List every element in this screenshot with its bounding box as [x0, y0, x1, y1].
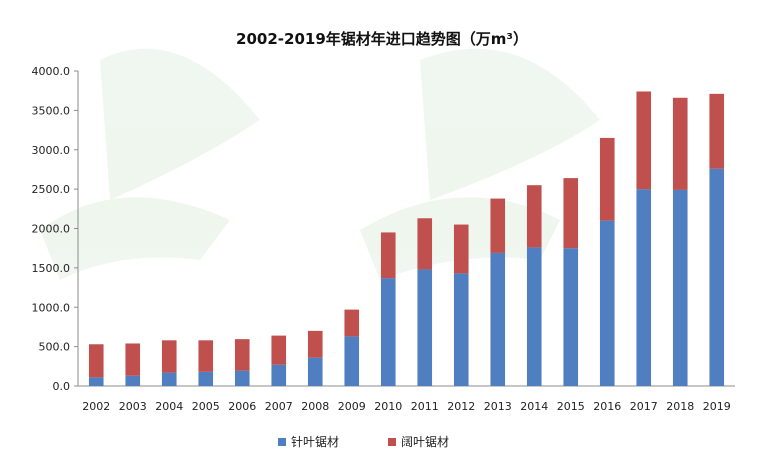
- x-tick-label: 2003: [119, 400, 147, 413]
- x-tick-label: 2014: [520, 400, 548, 413]
- y-tick-label: 4000.0: [32, 65, 71, 78]
- legend-label: 阔叶锯材: [401, 434, 449, 449]
- x-tick-label: 2009: [338, 400, 366, 413]
- bar-broadleaf-2011: [417, 218, 433, 270]
- bar-broadleaf-2013: [490, 198, 506, 253]
- x-tick-label: 2012: [447, 400, 475, 413]
- legend-label: 针叶锯材: [291, 434, 339, 449]
- bar-conifer-2007: [271, 364, 287, 386]
- x-tick-label: 2017: [630, 400, 658, 413]
- bar-conifer-2012: [453, 273, 469, 386]
- bar-conifer-2017: [636, 189, 652, 386]
- bar-broadleaf-2018: [672, 97, 688, 190]
- x-tick-label: 2018: [666, 400, 694, 413]
- legend-swatch: [388, 438, 396, 446]
- x-axis: 2002 2003 2004 2005 2006 2007 2008 2009 2010 2011…: [78, 385, 735, 413]
- bar-broadleaf-2010: [380, 232, 396, 279]
- bar-broadleaf-2016: [599, 137, 615, 221]
- chart-title: 2002-2019年锯材年进口趋势图（万m³）: [236, 30, 528, 48]
- bar-broadleaf-2019: [709, 93, 725, 169]
- bar-broadleaf-2015: [563, 178, 579, 249]
- bar-conifer-2002: [88, 377, 104, 386]
- bar-conifer-2011: [417, 269, 433, 386]
- bar-conifer-2004: [161, 372, 177, 386]
- x-tick-label: 2007: [265, 400, 293, 413]
- y-tick-label: 1500.0: [32, 262, 71, 275]
- bar-conifer-2009: [344, 336, 360, 386]
- bar-broadleaf-2005: [198, 340, 214, 372]
- y-tick-label: 3500.0: [32, 104, 71, 117]
- bar-conifer-2019: [709, 168, 725, 386]
- x-tick-label: 2008: [301, 400, 329, 413]
- legend-swatch: [278, 438, 286, 446]
- x-tick-label: 2010: [374, 400, 402, 413]
- bar-broadleaf-2009: [344, 309, 360, 337]
- x-tick-label: 2011: [411, 400, 439, 413]
- bar-conifer-2006: [234, 370, 250, 386]
- y-tick-label: 2000.0: [32, 223, 71, 236]
- x-tick-label: 2016: [593, 400, 621, 413]
- x-tick-label: 2013: [484, 400, 512, 413]
- bar-conifer-2003: [125, 375, 141, 386]
- bar-broadleaf-2006: [234, 339, 250, 371]
- bar-broadleaf-2007: [271, 335, 287, 365]
- x-tick-label: 2019: [703, 400, 731, 413]
- bar-broadleaf-2003: [125, 343, 141, 376]
- y-tick-label: 2500.0: [32, 183, 71, 196]
- bar-conifer-2016: [599, 220, 615, 386]
- y-tick-label: 3000.0: [32, 144, 71, 157]
- x-tick-label: 2004: [155, 400, 183, 413]
- y-tick-label: 1000.0: [32, 301, 71, 314]
- bar-conifer-2008: [307, 357, 323, 386]
- bar-conifer-2010: [380, 278, 396, 386]
- bars-group: [88, 91, 725, 386]
- x-tick-label: 2002: [82, 400, 110, 413]
- bar-conifer-2005: [198, 371, 214, 386]
- x-tick-label: 2006: [228, 400, 256, 413]
- watermark-logo: [40, 48, 600, 280]
- bar-conifer-2018: [672, 189, 688, 386]
- bar-broadleaf-2014: [526, 185, 542, 248]
- bar-broadleaf-2017: [636, 91, 652, 190]
- legend: 针叶锯材 阔叶锯材: [278, 434, 449, 449]
- x-tick-label: 2015: [557, 400, 585, 413]
- y-tick-label: 0.0: [53, 380, 71, 393]
- bar-broadleaf-2004: [161, 340, 177, 373]
- bar-conifer-2013: [490, 252, 506, 386]
- bar-broadleaf-2002: [88, 344, 104, 378]
- bar-broadleaf-2012: [453, 224, 469, 274]
- y-tick-label: 500.0: [39, 341, 71, 354]
- x-tick-label: 2005: [192, 400, 220, 413]
- bar-conifer-2015: [563, 248, 579, 386]
- y-axis: 0.0 500.0 1000.0 1500.0 2000.0 2500.0 3000.0 35…: [32, 65, 79, 393]
- bar-broadleaf-2008: [307, 330, 323, 358]
- bar-conifer-2014: [526, 247, 542, 386]
